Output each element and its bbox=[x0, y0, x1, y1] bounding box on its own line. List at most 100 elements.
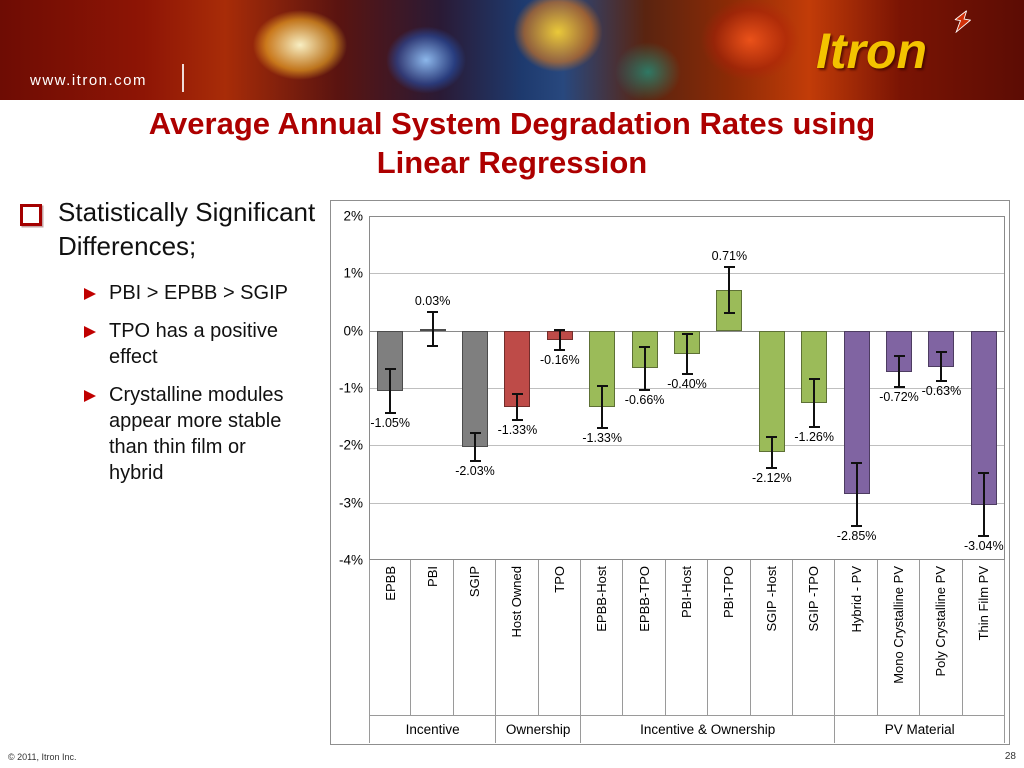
error-bar-cap bbox=[511, 393, 523, 396]
x-axis-label: SGIP bbox=[466, 566, 482, 598]
error-bar bbox=[431, 311, 434, 347]
data-label: -1.05% bbox=[370, 415, 410, 430]
x-axis-label: PBI-TPO bbox=[721, 566, 737, 619]
square-bullet-icon bbox=[20, 204, 42, 226]
error-bar-cap bbox=[681, 332, 693, 335]
error-bar-cap bbox=[766, 466, 778, 469]
y-axis-tick-label: -4% bbox=[338, 552, 363, 568]
x-axis-label: EPBB bbox=[382, 566, 398, 601]
slide-title-line1: Average Annual System Degradation Rates … bbox=[148, 106, 876, 141]
error-bar-cap bbox=[893, 386, 905, 389]
y-axis-tick-label: 1% bbox=[343, 265, 363, 281]
data-label: 0.71% bbox=[711, 249, 748, 264]
group-label: PV Material bbox=[835, 715, 1005, 743]
error-bar-cap bbox=[554, 329, 566, 332]
error-bar-cap bbox=[681, 372, 693, 375]
error-bar bbox=[898, 356, 900, 388]
x-axis-label: EPBB-TPO bbox=[636, 566, 652, 632]
gridline bbox=[369, 502, 1005, 504]
error-bar-cap bbox=[808, 425, 820, 428]
sub-bullet-text: PBI > EPBB > SGIP bbox=[109, 281, 288, 304]
sub-bullet-item: PBI > EPBB > SGIP bbox=[84, 280, 322, 306]
sub-bullet-item: Crystalline modules appear more stable t… bbox=[84, 382, 322, 486]
error-bar bbox=[389, 369, 392, 413]
sub-bullet-list: PBI > EPBB > SGIP TPO has a positive effe… bbox=[84, 280, 322, 486]
x-axis-category-cell: TPO bbox=[539, 560, 581, 715]
main-bullet-text: Statistically Significant Differences; bbox=[58, 197, 316, 261]
sub-bullet-item: TPO has a positive effect bbox=[84, 318, 322, 370]
gridline bbox=[369, 445, 1005, 447]
error-bar-cap bbox=[596, 384, 608, 387]
error-bar-cap bbox=[851, 524, 863, 527]
header-banner: www.itron.com Itron bbox=[0, 0, 1024, 100]
data-label: -0.16% bbox=[539, 352, 580, 367]
x-axis-label: SGIP -TPO bbox=[806, 566, 822, 632]
logo-text: Itron bbox=[816, 23, 928, 79]
error-bar bbox=[558, 330, 561, 350]
data-label: -0.66% bbox=[624, 392, 665, 407]
y-axis-tick-label: -1% bbox=[338, 380, 363, 396]
x-axis-label: PBI-Host bbox=[678, 566, 694, 619]
group-label: Incentive & Ownership bbox=[581, 715, 836, 743]
banner-divider bbox=[182, 64, 184, 92]
itron-logo: Itron bbox=[816, 9, 1006, 86]
error-bar-cap bbox=[469, 460, 481, 463]
error-bar-cap bbox=[384, 411, 396, 414]
group-label: Incentive bbox=[369, 715, 497, 743]
main-bullet: Statistically Significant Differences; bbox=[20, 196, 322, 264]
error-bar bbox=[686, 333, 688, 374]
data-label: -2.03% bbox=[455, 464, 495, 479]
y-axis-tick-label: 2% bbox=[343, 208, 363, 224]
x-axis-label: Thin Film PV bbox=[975, 566, 991, 641]
group-label: Ownership bbox=[496, 715, 581, 743]
error-bar-cap bbox=[808, 377, 820, 380]
error-bar-cap bbox=[639, 346, 651, 349]
x-axis-category-cell: Thin Film PV bbox=[963, 560, 1005, 715]
x-axis-category-cell: EPBB-TPO bbox=[623, 560, 666, 715]
error-bar-cap bbox=[427, 310, 439, 313]
data-label: -1.26% bbox=[794, 429, 834, 444]
axis-separator-line bbox=[369, 715, 1005, 716]
lightning-bolt-icon bbox=[952, 9, 973, 40]
page-number: 28 bbox=[1004, 751, 1016, 762]
arrow-bullet-icon bbox=[84, 325, 96, 338]
sub-bullet-text: TPO has a positive effect bbox=[109, 319, 278, 368]
bar bbox=[462, 330, 488, 448]
data-label: -0.63% bbox=[921, 384, 962, 399]
x-axis-category-cell: Poly Crystalline PV bbox=[920, 560, 963, 715]
error-bar-cap bbox=[893, 355, 905, 358]
error-bar bbox=[728, 267, 731, 313]
x-axis-category-cell: Host Owned bbox=[496, 560, 539, 715]
y-axis-tick-label: -2% bbox=[338, 437, 363, 453]
x-axis-label: EPBB-Host bbox=[594, 566, 610, 632]
error-bar-cap bbox=[766, 435, 778, 438]
error-bar bbox=[855, 462, 858, 526]
data-label: 0.03% bbox=[414, 293, 451, 308]
error-bar-cap bbox=[851, 461, 863, 464]
x-axis-label: TPO bbox=[551, 566, 567, 593]
y-axis-tick-label: -3% bbox=[338, 495, 363, 511]
error-bar-cap bbox=[596, 427, 608, 430]
error-bar bbox=[982, 473, 985, 537]
degradation-rate-chart: 2% 1% 0% -1% -2% -3% -4% -1.05% 0.03% -2.03% -1.33… bbox=[330, 200, 1010, 745]
x-axis-label: Hybrid - PV bbox=[848, 566, 864, 633]
error-bar bbox=[643, 347, 646, 390]
error-bar-cap bbox=[427, 345, 439, 348]
error-bar-cap bbox=[384, 368, 396, 371]
x-axis-category-cell: PBI-Host bbox=[666, 560, 709, 715]
x-axis-category-cell: Hybrid - PV bbox=[835, 560, 878, 715]
bar bbox=[758, 330, 785, 453]
error-bar bbox=[940, 352, 943, 382]
x-axis-label: Mono Crystalline PV bbox=[890, 566, 906, 684]
error-bar bbox=[813, 378, 816, 427]
error-bar bbox=[516, 394, 519, 420]
error-bar bbox=[601, 385, 604, 429]
x-axis-category-cell: SGIP -Host bbox=[751, 560, 793, 715]
error-bar-cap bbox=[511, 418, 523, 421]
website-url-text: www.itron.com bbox=[30, 72, 148, 89]
x-axis-category-cell: SGIP -TPO bbox=[793, 560, 836, 715]
copyright-text: © 2011, Itron Inc. bbox=[8, 752, 77, 762]
slide-title: Average Annual System Degradation Rates … bbox=[0, 104, 1024, 183]
data-label: -2.85% bbox=[836, 528, 877, 543]
x-axis-category-cell: Mono Crystalline PV bbox=[878, 560, 921, 715]
